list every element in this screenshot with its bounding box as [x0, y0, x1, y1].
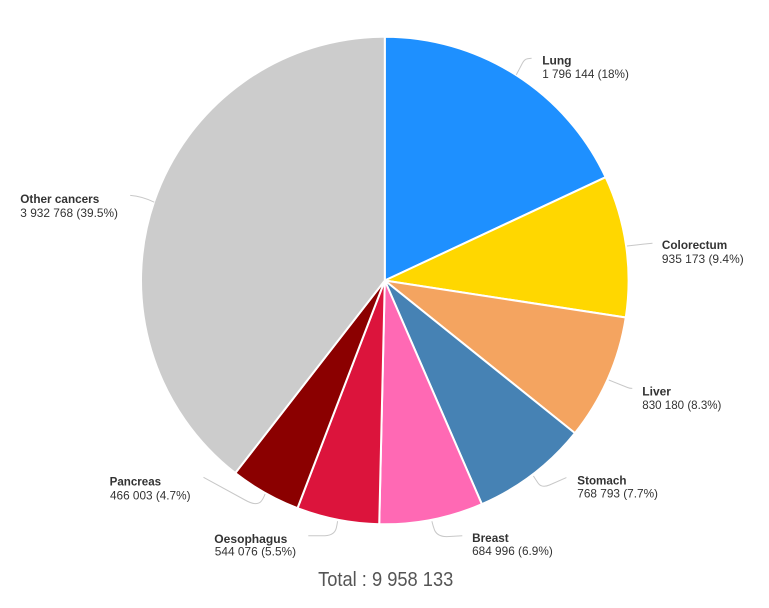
svg-text:830 180 (8.3%): 830 180 (8.3%): [642, 398, 721, 412]
svg-text:466 003 (4.7%): 466 003 (4.7%): [110, 488, 191, 502]
svg-text:768 793 (7.7%): 768 793 (7.7%): [577, 487, 658, 501]
svg-text:Oesophagus: Oesophagus: [214, 532, 287, 546]
svg-text:3 932 768 (39.5%): 3 932 768 (39.5%): [20, 206, 118, 220]
svg-text:Other cancers: Other cancers: [20, 192, 99, 206]
svg-text:Pancreas: Pancreas: [110, 475, 162, 489]
svg-text:684 996 (6.9%): 684 996 (6.9%): [472, 544, 553, 558]
svg-text:935 173 (9.4%): 935 173 (9.4%): [662, 252, 744, 266]
svg-text:Lung: Lung: [542, 54, 571, 68]
svg-text:Breast: Breast: [472, 531, 509, 545]
svg-text:Stomach: Stomach: [577, 473, 626, 487]
svg-text:544 076 (5.5%): 544 076 (5.5%): [215, 544, 296, 558]
svg-text:Total : 9 958 133: Total : 9 958 133: [318, 569, 453, 591]
svg-text:Colorectum: Colorectum: [662, 238, 727, 252]
svg-text:Liver: Liver: [642, 384, 671, 398]
svg-text:1 796 144 (18%): 1 796 144 (18%): [542, 67, 629, 81]
